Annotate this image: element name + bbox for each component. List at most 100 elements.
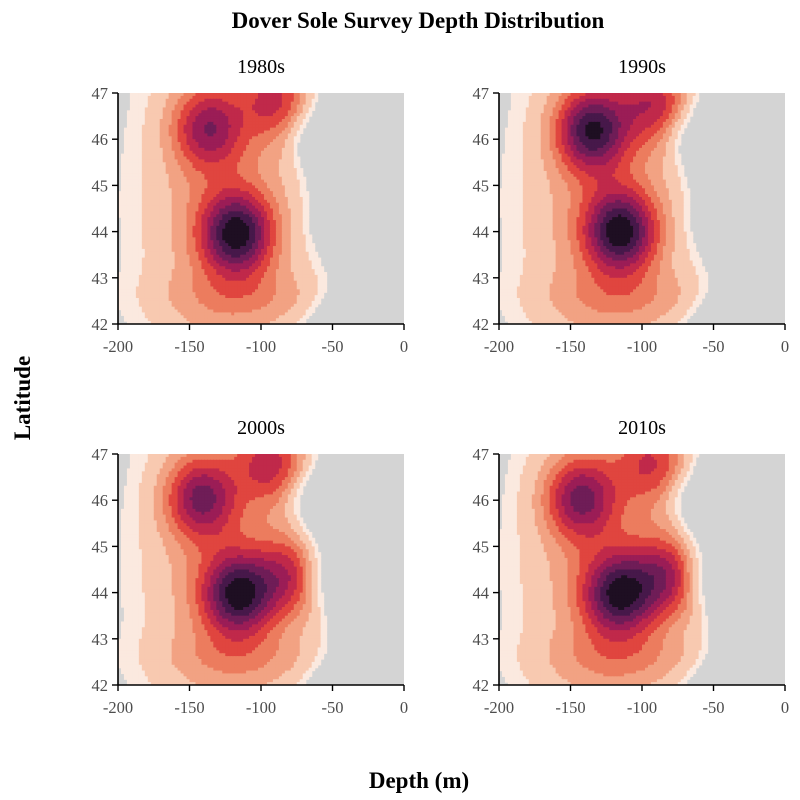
density-cell — [243, 295, 247, 299]
density-cell — [269, 170, 274, 175]
density-cell — [138, 260, 143, 264]
density-cell — [255, 217, 259, 221]
density-cell — [290, 277, 295, 282]
density-cell — [186, 243, 191, 247]
density-cell — [141, 318, 146, 322]
density-cell — [266, 110, 271, 114]
density-cell — [180, 237, 185, 241]
density-cell — [219, 211, 223, 215]
density-cell — [249, 188, 253, 192]
density-cell — [234, 220, 238, 224]
density-cell — [234, 98, 238, 103]
density-cell — [168, 306, 173, 311]
density-cell — [275, 240, 280, 244]
density-cell — [216, 208, 220, 212]
density-cell — [132, 133, 137, 137]
density-cell — [237, 234, 241, 238]
density-cell — [177, 205, 182, 210]
density-cell — [198, 234, 203, 238]
density-cell — [132, 173, 137, 178]
density-cell — [126, 220, 131, 224]
density-cell — [162, 133, 167, 137]
density-cell — [234, 257, 238, 262]
density-cell — [278, 170, 283, 175]
density-cell — [284, 196, 289, 201]
density-cell — [192, 260, 197, 264]
density-cell — [156, 231, 161, 236]
density-cell — [284, 225, 289, 230]
density-cell — [195, 217, 200, 221]
density-cell — [118, 286, 122, 290]
density-cell — [266, 274, 271, 279]
density-cell — [228, 110, 232, 114]
density-cell — [296, 165, 301, 169]
density-cell — [168, 95, 173, 100]
density-cell — [255, 188, 259, 192]
density-cell — [299, 194, 304, 198]
density-cell — [192, 309, 197, 314]
density-cell — [174, 93, 179, 97]
density-cell — [156, 220, 161, 224]
density-cell — [168, 130, 173, 135]
density-cell — [150, 298, 155, 302]
density-cell — [186, 162, 191, 166]
density-cell — [192, 202, 197, 207]
density-cell — [293, 182, 298, 186]
density-cell — [320, 295, 325, 299]
density-cell — [234, 263, 238, 267]
density-cell — [246, 312, 250, 316]
density-cell — [252, 312, 256, 316]
density-cell — [213, 142, 217, 146]
density-cell — [135, 116, 140, 120]
density-cell — [150, 194, 155, 198]
density-cell — [153, 136, 158, 140]
density-cell — [252, 136, 256, 140]
density-cell — [123, 277, 128, 282]
density-cell — [150, 272, 155, 276]
density-cell — [228, 176, 232, 181]
density-cell — [168, 266, 173, 270]
density-cell — [240, 139, 244, 143]
density-cell — [126, 142, 131, 146]
density-cell — [246, 269, 250, 273]
density-cell — [183, 168, 188, 172]
density-cell — [168, 222, 173, 227]
density-cell — [210, 257, 214, 262]
density-cell — [207, 185, 211, 189]
density-cell — [150, 280, 155, 285]
density-cell — [225, 225, 229, 230]
density-cell — [269, 110, 274, 114]
density-cell — [302, 260, 307, 264]
density-cell — [249, 185, 253, 189]
density-cell — [240, 303, 244, 308]
density-cell — [165, 144, 170, 149]
density-cell — [255, 225, 259, 230]
density-cell — [123, 188, 128, 192]
density-cell — [138, 211, 143, 215]
density-cell — [219, 315, 223, 319]
density-cell — [284, 222, 289, 227]
density-cell — [290, 251, 295, 256]
density-cell — [305, 118, 310, 123]
density-cell — [284, 240, 289, 244]
density-cell — [162, 266, 167, 270]
density-cell — [192, 104, 197, 109]
density-cell — [269, 211, 274, 215]
density-cell — [213, 231, 217, 236]
density-cell — [150, 286, 155, 290]
density-cell — [189, 289, 194, 293]
density-cell — [162, 205, 167, 210]
density-cell — [287, 208, 292, 212]
density-cell — [138, 168, 143, 172]
density-cell — [123, 260, 128, 264]
density-cell — [126, 266, 131, 270]
density-cell — [281, 133, 286, 137]
density-cell — [258, 121, 262, 126]
density-cell — [186, 292, 191, 296]
density-cell — [162, 93, 167, 97]
density-cell — [287, 272, 292, 276]
density-cell — [180, 113, 185, 117]
density-cell — [162, 98, 167, 103]
density-cell — [296, 231, 301, 236]
density-cell — [204, 243, 208, 247]
